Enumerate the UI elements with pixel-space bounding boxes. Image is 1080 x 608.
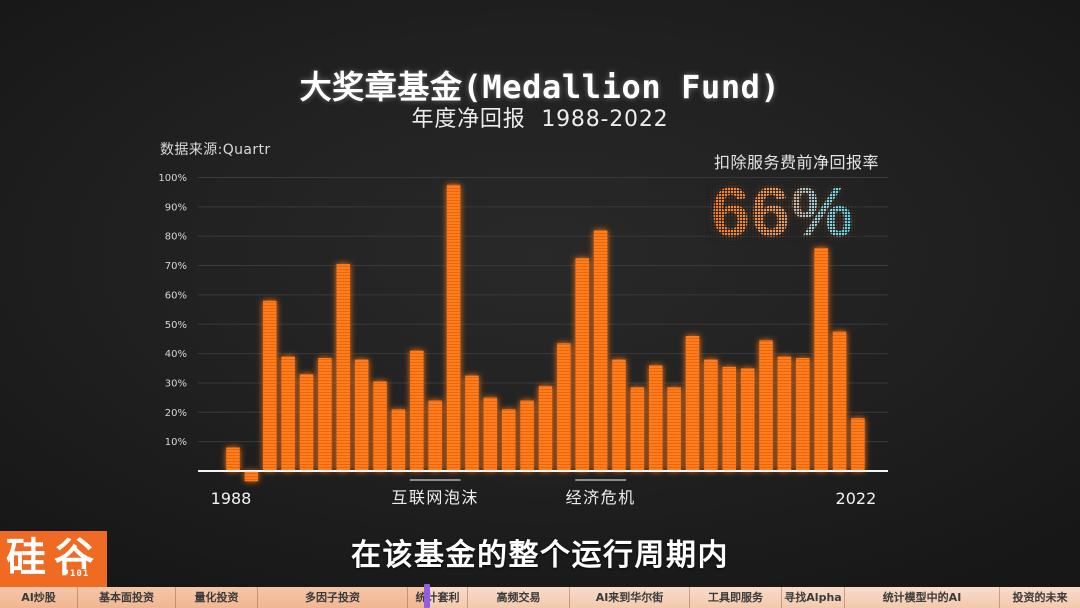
bar-2007 [575,258,589,471]
channel-logo: 硅谷 101 [0,531,107,587]
annotation-label: 互联网泡沫 [391,488,479,507]
chapter-seeking-alpha[interactable]: 寻找Alpha [782,587,845,608]
bar-2012 [667,387,681,471]
chapter-ai-wall-street[interactable]: AI来到华尔街 [570,587,690,608]
bar-2018 [777,356,792,471]
y-tick-label: 30% [165,378,187,389]
y-tick-label: 50% [165,320,187,331]
y-tick-label: 100% [158,173,187,184]
bar-1991 [281,356,295,471]
chart-title: 大奖章基金(Medallion Fund) [299,68,781,106]
bar-2002 [483,397,498,472]
callout-value: 66% [711,173,855,251]
data-source-note: 数据来源:Quartr [160,142,271,158]
bar-2008 [593,230,608,471]
chapter-multi-factor-investing[interactable]: 多因子投资 [258,587,408,608]
played-progress-fill [0,587,427,608]
bar-2013 [685,335,700,471]
bar-2014 [704,359,718,471]
bar-1993 [318,358,332,471]
bar-2003 [501,409,516,471]
y-tick-label: 90% [165,202,187,213]
bar-2010 [630,387,645,471]
y-tick-label: 40% [165,349,187,360]
bar-2011 [648,365,663,471]
y-tick-label: 70% [165,261,187,272]
y-axis-tick-labels: 10% 20% 30% 40% 50% 60% 70% 80% 90% 100% [158,173,187,448]
chapter-progress-bar[interactable]: AI炒股 基本面投资 量化投资 多因子投资 统计套利 高频交易 AI来到华尔街 … [0,584,1080,608]
bars [226,184,865,482]
x-axis-tick-labels: 1988 2022 [211,489,877,508]
y-tick-label: 20% [165,408,187,419]
bar-1995 [354,359,369,471]
y-tick-label: 60% [165,290,187,301]
chart-annotations: 互联网泡沫 经济危机 [391,479,636,507]
bar-1992 [299,374,314,471]
bar-2009 [612,359,626,471]
x-tick-label: 2022 [836,489,877,508]
bar-2017 [759,340,773,471]
bar-1988 [226,447,240,471]
chapter-future-of-investing[interactable]: 投资的未来 [1012,591,1068,604]
bar-2005 [538,385,553,471]
annotation-label: 经济危机 [566,488,636,507]
bar-2015 [722,366,737,471]
chapter-quant-investing[interactable]: 量化投资 [176,587,258,608]
bar-2022 [851,418,865,471]
bar-2021 [832,331,847,471]
x-tick-label: 1988 [211,489,252,508]
bar-2016 [740,368,755,471]
bar-1994 [336,264,351,471]
bar-2000 [446,184,461,471]
chapter-high-frequency-trading[interactable]: 高频交易 [468,587,570,608]
bar-2020 [814,247,828,471]
chart-subtitle: 年度净回报 1988-2022 [411,107,669,132]
logo-number: 101 [68,569,92,579]
bar-1990 [263,300,277,471]
chapter-ai-stock-trading[interactable]: AI炒股 [0,587,78,608]
bar-1998 [410,350,424,471]
bar-1999 [428,400,442,471]
chapter-ai-in-statistical-models[interactable]: 统计模型中的AI [845,587,1000,608]
y-tick-label: 80% [165,232,187,243]
bar-1997 [391,409,406,471]
chapter-statistical-arbitrage[interactable]: 统计套利 [408,587,468,608]
bar-2019 [796,358,810,471]
progress-marker[interactable] [423,584,430,608]
bar-2004 [520,400,534,471]
bar-1989 [244,471,259,482]
bar-2001 [465,375,479,471]
chapter-fundamental-investing[interactable]: 基本面投资 [78,587,176,608]
video-subtitle-caption: 在该基金的整个运行周期内 [351,538,729,573]
bar-2006 [557,343,571,471]
y-tick-label: 10% [165,437,187,448]
chapter-tools-as-service[interactable]: 工具即服务 [690,587,782,608]
callout-label: 扣除服务费前净回报率 [714,153,880,172]
bar-1996 [373,381,387,471]
